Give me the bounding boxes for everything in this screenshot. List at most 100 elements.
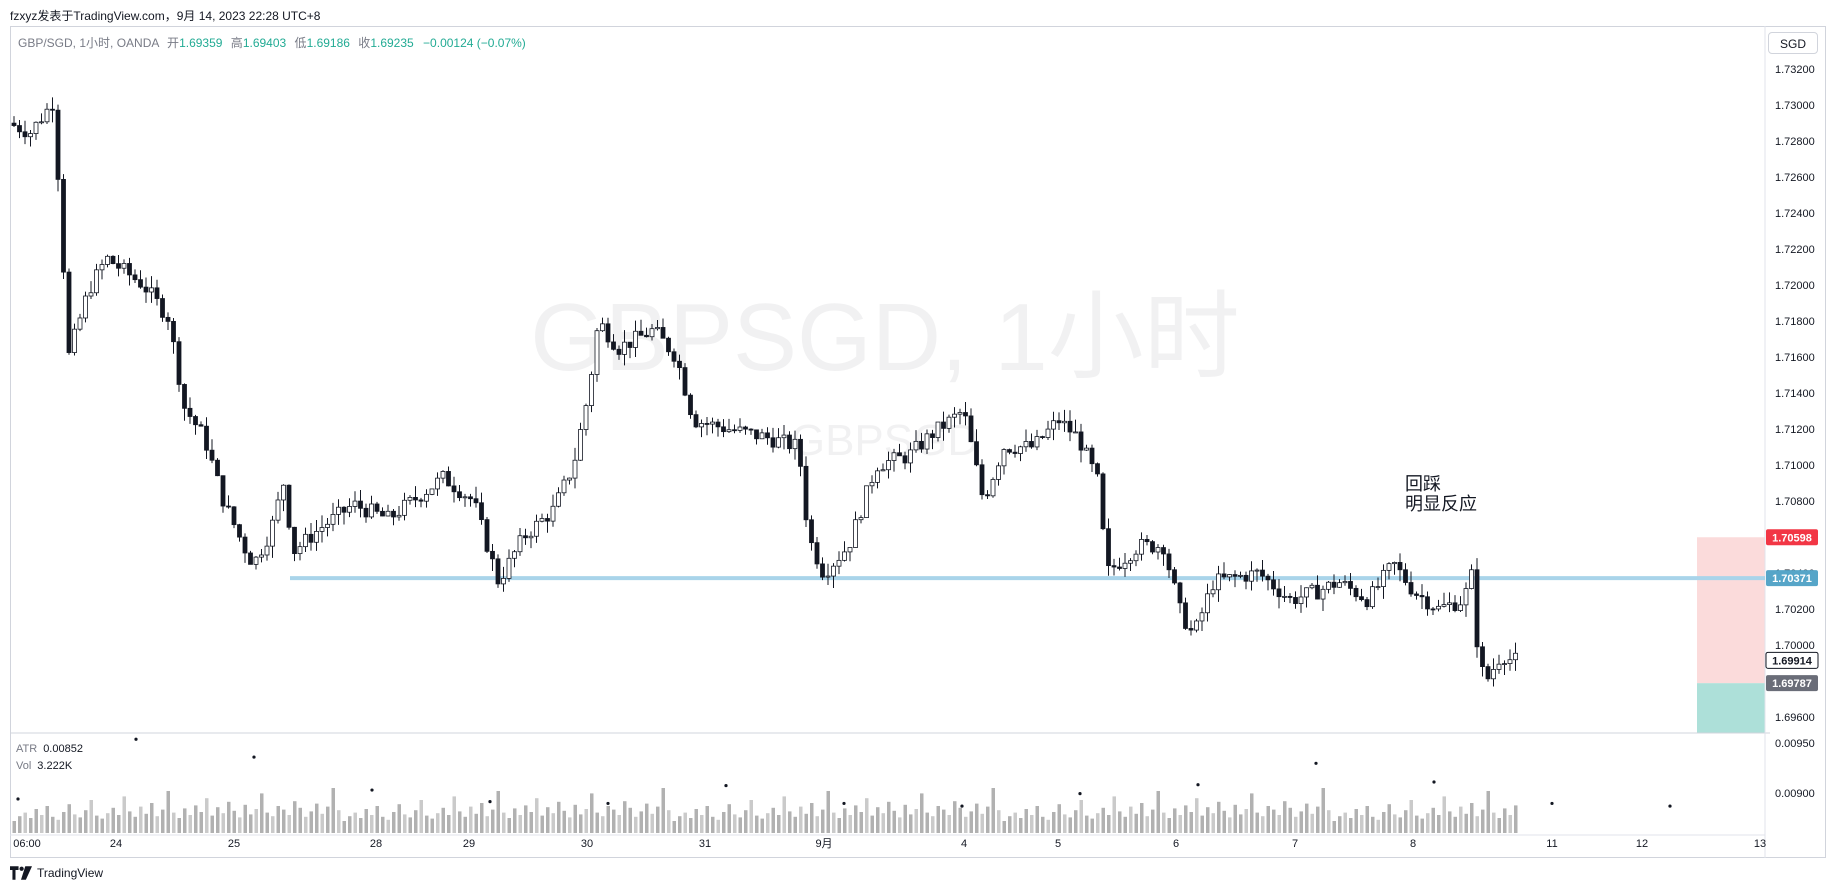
- volume-bar: [887, 801, 891, 833]
- candle-body: [589, 374, 594, 406]
- volume-bar: [430, 818, 434, 833]
- candle-body: [132, 274, 138, 281]
- volume-bar: [1035, 806, 1039, 833]
- volume-bar: [1052, 812, 1056, 833]
- candle-body: [176, 341, 182, 385]
- volume-bar: [1393, 814, 1397, 833]
- volume-bar: [799, 806, 803, 833]
- candle-body: [979, 464, 985, 496]
- candle-body: [50, 108, 55, 111]
- volume-bar: [826, 791, 830, 833]
- volume-bar: [865, 798, 869, 833]
- volume-bar: [293, 801, 297, 833]
- volume-bar: [1404, 810, 1408, 833]
- candle-body: [1177, 582, 1183, 604]
- candle-body: [1007, 449, 1012, 453]
- candle-body: [1485, 666, 1491, 680]
- candle-body: [523, 535, 528, 539]
- symbol-title: GBP/SGD, 1小时, OANDA: [18, 36, 159, 50]
- volume-bar: [408, 817, 412, 833]
- chart-frame: [10, 26, 1826, 858]
- candle-body: [83, 295, 88, 319]
- candle-body: [187, 407, 193, 417]
- volume-bar: [1112, 796, 1116, 833]
- volume-bar: [287, 815, 291, 833]
- volume-bar: [183, 808, 187, 833]
- volume-bar: [342, 821, 346, 833]
- volume-bar: [612, 809, 616, 833]
- volume-bar: [1079, 800, 1083, 833]
- x-tick-label: 6: [1173, 838, 1179, 850]
- volume-bar: [645, 803, 649, 833]
- candle-body: [1331, 581, 1337, 588]
- symbol-legend: GBP/SGD, 1小时, OANDA 开1.69359 高1.69403 低1…: [18, 34, 526, 51]
- candle-body: [715, 421, 721, 428]
- candle-body: [649, 328, 655, 338]
- candle-body: [358, 500, 363, 509]
- tradingview-logo-icon: [10, 866, 32, 880]
- published-info: fzxyz发表于TradingView.com，9月 14, 2023 22:2…: [10, 9, 321, 23]
- candle-body: [1502, 663, 1507, 665]
- candle-body: [451, 485, 457, 493]
- x-tick-label: 11: [1546, 838, 1557, 850]
- volume-bar: [1321, 788, 1325, 833]
- candle-body: [1474, 569, 1480, 648]
- candle-body: [1001, 449, 1007, 467]
- volume-bar: [1206, 807, 1210, 833]
- volume-bar: [337, 810, 341, 833]
- candle-body: [347, 506, 352, 513]
- candle-body: [1199, 612, 1205, 622]
- candle-body: [39, 121, 44, 124]
- candle-body: [1172, 569, 1177, 584]
- volume-bar: [1068, 817, 1072, 833]
- volume-bar: [419, 800, 423, 833]
- volume-bar: [1415, 815, 1419, 833]
- candle-body: [1408, 582, 1414, 595]
- volume-bar: [227, 801, 231, 833]
- currency-button[interactable]: SGD: [1768, 32, 1818, 54]
- volume-bar: [117, 815, 121, 833]
- candle-body: [55, 109, 61, 180]
- volume-bar: [628, 807, 632, 833]
- candle-body: [726, 429, 732, 433]
- candle-body: [814, 542, 820, 565]
- volume-bar: [1189, 812, 1193, 833]
- candle-body: [787, 434, 792, 450]
- indicator-tick-label: 0.00900: [1775, 788, 1815, 800]
- low-label: 低: [294, 36, 307, 50]
- entry-price-label: 1.69787: [1772, 678, 1812, 690]
- candle-body: [1221, 573, 1227, 578]
- volume-bar: [45, 806, 49, 833]
- candle-body: [550, 505, 556, 522]
- atr-point: [1432, 780, 1436, 784]
- volume-bar: [579, 814, 583, 833]
- volume-bar: [837, 818, 841, 833]
- volume-bar: [1030, 815, 1034, 833]
- volume-bar: [1008, 816, 1012, 833]
- volume-bar: [1475, 816, 1479, 833]
- volume-bar: [1437, 815, 1441, 833]
- candle-body: [897, 452, 902, 457]
- candle-body: [666, 337, 671, 353]
- volume-bar: [1376, 819, 1380, 833]
- volume-bar: [436, 813, 440, 833]
- volume-bar: [304, 816, 308, 833]
- candle-body: [864, 485, 869, 518]
- candle-body: [930, 433, 935, 438]
- candle-body: [1315, 584, 1320, 600]
- candle-body: [33, 121, 39, 134]
- x-tick-label: 06:00: [13, 838, 41, 850]
- candle-body: [1183, 602, 1188, 629]
- volume-bar: [106, 813, 110, 833]
- candle-body: [820, 563, 825, 578]
- candle-body: [1111, 565, 1117, 568]
- volume-bar: [832, 812, 836, 833]
- volume-bar: [40, 815, 44, 833]
- candle-body: [1320, 588, 1326, 600]
- candle-body: [1078, 431, 1084, 451]
- candle-body: [1034, 436, 1040, 448]
- candle-body: [880, 469, 886, 472]
- candle-body: [737, 426, 743, 431]
- candle-body: [94, 269, 99, 294]
